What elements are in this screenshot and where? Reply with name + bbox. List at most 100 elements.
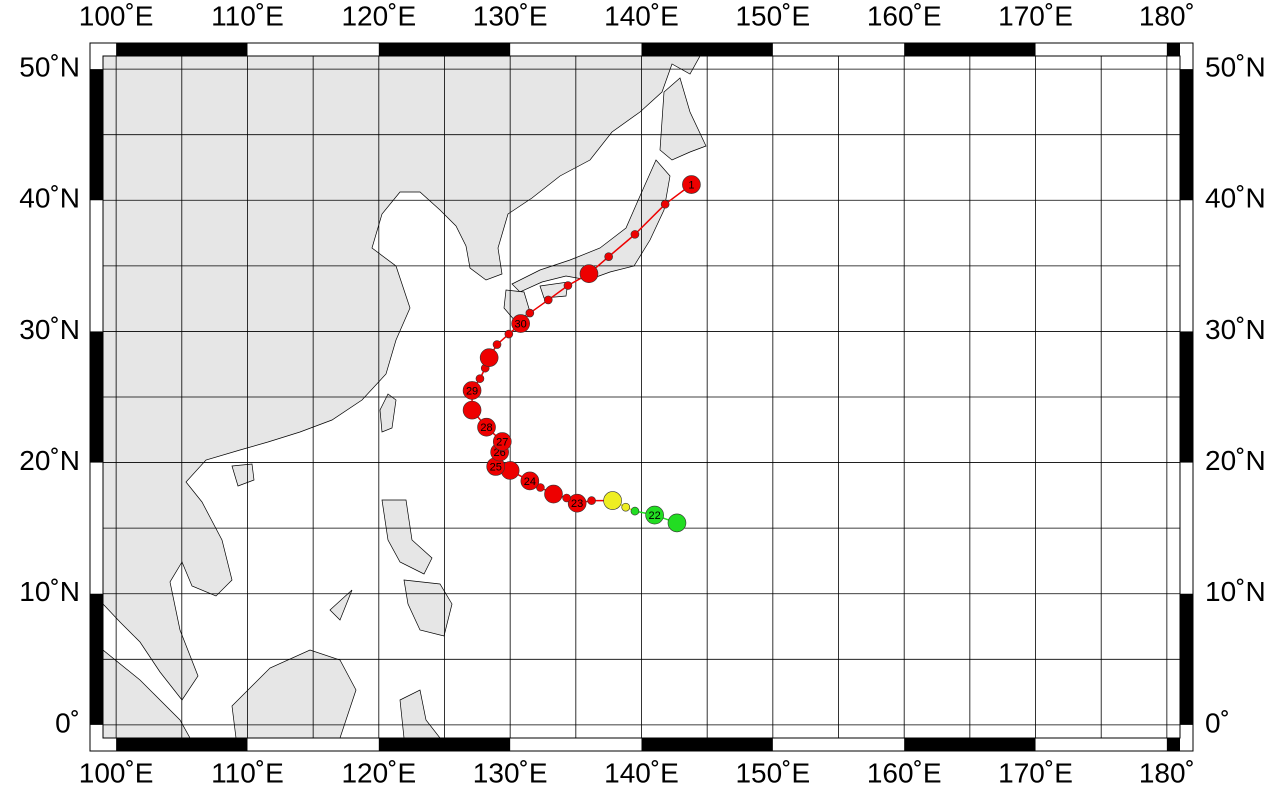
lon-label: 170˚E <box>998 757 1073 788</box>
frame-bar <box>641 738 773 751</box>
frame-bar <box>1180 69 1193 201</box>
track-label: 25 <box>490 461 502 473</box>
philippines <box>329 499 453 637</box>
frame-bar <box>90 331 103 463</box>
track-point <box>520 471 540 491</box>
track-point <box>562 493 571 503</box>
frame-bar <box>90 593 103 725</box>
frame-bar <box>1180 331 1193 463</box>
asia-mainland <box>103 56 701 701</box>
track-label: 29 <box>466 385 478 397</box>
axis-labels: 100˚E 100˚E 110˚E 110˚E 120˚E 120˚E 130˚E 130˚E… <box>19 0 1265 788</box>
lon-label: 120˚E <box>341 757 416 788</box>
lat-label: 20˚N <box>1205 445 1266 476</box>
frame-bar <box>1180 593 1193 725</box>
lon-label: 110˚E <box>211 0 284 31</box>
hainan <box>231 463 255 487</box>
lon-label: 130˚E <box>473 0 548 31</box>
lat-label: 50˚N <box>19 52 80 83</box>
track-label: 30 <box>515 318 527 330</box>
land <box>103 56 707 738</box>
track-point <box>604 252 613 261</box>
lon-label: 120˚E <box>341 0 416 31</box>
lon-label: 130˚E <box>473 757 548 788</box>
track-point <box>630 230 640 239</box>
lon-label: 150˚E <box>735 0 810 31</box>
taiwan <box>379 393 397 433</box>
lat-label: 40˚N <box>1205 183 1266 214</box>
track-point <box>479 348 499 367</box>
honshu <box>511 159 671 293</box>
track-label: 27 <box>496 436 508 448</box>
track-point <box>492 432 512 451</box>
track-point <box>462 400 482 420</box>
track-segment <box>608 233 636 258</box>
lon-label: 160˚E <box>867 757 942 788</box>
track-point <box>579 264 599 284</box>
lon-label: 100˚E <box>79 0 154 31</box>
track-point <box>504 329 514 339</box>
lon-label: 150˚E <box>735 757 810 788</box>
lon-label: 140˚E <box>604 0 679 31</box>
sumatra <box>103 649 191 738</box>
track-label: 1 <box>688 179 694 191</box>
track-label: 28 <box>480 422 492 434</box>
frame-bar <box>378 738 511 751</box>
track-point <box>462 381 482 400</box>
kyushu-shikoku <box>503 281 569 323</box>
frame-bar <box>116 738 248 751</box>
track-label: 22 <box>649 510 661 522</box>
lat-label: 40˚N <box>19 183 80 214</box>
lon-label: 140˚E <box>604 757 679 788</box>
track-point <box>544 484 563 504</box>
lat-label: 0˚ <box>1205 707 1230 738</box>
lat-label: 10˚N <box>19 576 80 607</box>
frame-bar <box>641 43 773 56</box>
lat-label: 0˚ <box>55 707 80 738</box>
track-point <box>682 175 701 194</box>
lon-label: 160˚E <box>867 0 942 31</box>
lon-label: 110˚E <box>211 757 284 788</box>
hokkaido <box>659 77 707 161</box>
lat-label: 20˚N <box>19 445 80 476</box>
map-frame <box>89 42 1194 752</box>
track-point <box>567 493 587 513</box>
track-label: 23 <box>571 498 583 510</box>
track-point <box>543 295 553 305</box>
track-point <box>563 281 573 290</box>
graticule <box>103 56 1180 738</box>
borneo <box>231 649 357 738</box>
track-point <box>621 502 631 512</box>
lat-label: 30˚N <box>19 314 80 345</box>
lon-label: 180˚ <box>1139 0 1195 31</box>
frame-bar <box>904 738 1036 751</box>
track-point <box>477 417 496 437</box>
track-point <box>492 340 502 349</box>
track-point <box>511 314 530 333</box>
lat-label: 50˚N <box>1205 52 1266 83</box>
track-point <box>525 308 535 318</box>
track-point <box>630 506 640 516</box>
lon-label: 170˚E <box>998 0 1073 31</box>
sulawesi <box>399 689 441 738</box>
track-point <box>475 374 485 383</box>
track-segment <box>634 203 666 235</box>
lat-label: 10˚N <box>1205 576 1266 607</box>
lon-label: 100˚E <box>79 757 154 788</box>
frame-bar <box>116 43 248 56</box>
track-point <box>587 496 596 505</box>
track-point <box>603 491 622 510</box>
frame-bar <box>1166 43 1180 56</box>
frame-bar <box>90 69 103 201</box>
lat-label: 30˚N <box>1205 314 1266 345</box>
frame-bar <box>904 43 1036 56</box>
track-point <box>667 513 687 533</box>
frame-bar <box>378 43 511 56</box>
track-point <box>645 505 664 525</box>
track-point <box>660 199 670 209</box>
lon-label: 180˚ <box>1139 757 1195 788</box>
frame-bar <box>1166 738 1180 751</box>
track-label: 24 <box>524 476 536 488</box>
